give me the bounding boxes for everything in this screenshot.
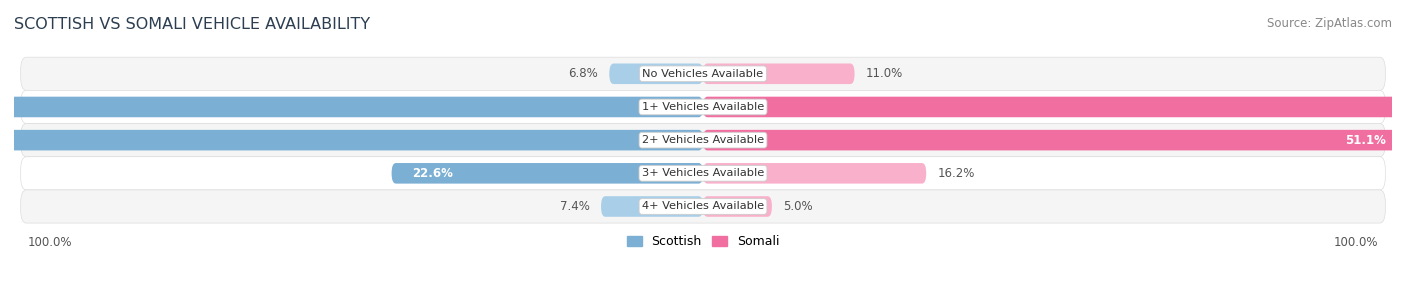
FancyBboxPatch shape bbox=[703, 163, 927, 184]
Text: No Vehicles Available: No Vehicles Available bbox=[643, 69, 763, 79]
FancyBboxPatch shape bbox=[609, 63, 703, 84]
Text: 3+ Vehicles Available: 3+ Vehicles Available bbox=[643, 168, 763, 178]
Text: 7.4%: 7.4% bbox=[560, 200, 591, 213]
Legend: Scottish, Somali: Scottish, Somali bbox=[621, 230, 785, 253]
Text: 100.0%: 100.0% bbox=[1334, 236, 1378, 249]
Text: SCOTTISH VS SOMALI VEHICLE AVAILABILITY: SCOTTISH VS SOMALI VEHICLE AVAILABILITY bbox=[14, 17, 370, 32]
Text: Source: ZipAtlas.com: Source: ZipAtlas.com bbox=[1267, 17, 1392, 30]
Text: 22.6%: 22.6% bbox=[412, 167, 453, 180]
Text: 6.8%: 6.8% bbox=[568, 67, 599, 80]
Text: 100.0%: 100.0% bbox=[28, 236, 72, 249]
Text: 2+ Vehicles Available: 2+ Vehicles Available bbox=[643, 135, 763, 145]
Text: 1+ Vehicles Available: 1+ Vehicles Available bbox=[643, 102, 763, 112]
FancyBboxPatch shape bbox=[21, 190, 1385, 223]
FancyBboxPatch shape bbox=[703, 130, 1406, 150]
FancyBboxPatch shape bbox=[703, 97, 1406, 117]
Text: 51.1%: 51.1% bbox=[1346, 134, 1386, 147]
FancyBboxPatch shape bbox=[703, 196, 772, 217]
FancyBboxPatch shape bbox=[21, 90, 1385, 124]
Text: 4+ Vehicles Available: 4+ Vehicles Available bbox=[643, 202, 763, 211]
FancyBboxPatch shape bbox=[0, 97, 703, 117]
FancyBboxPatch shape bbox=[392, 163, 703, 184]
Text: 5.0%: 5.0% bbox=[783, 200, 813, 213]
Text: 16.2%: 16.2% bbox=[938, 167, 974, 180]
FancyBboxPatch shape bbox=[600, 196, 703, 217]
FancyBboxPatch shape bbox=[21, 157, 1385, 190]
Text: 11.0%: 11.0% bbox=[866, 67, 903, 80]
FancyBboxPatch shape bbox=[21, 57, 1385, 90]
FancyBboxPatch shape bbox=[703, 63, 855, 84]
FancyBboxPatch shape bbox=[0, 130, 703, 150]
FancyBboxPatch shape bbox=[21, 124, 1385, 157]
